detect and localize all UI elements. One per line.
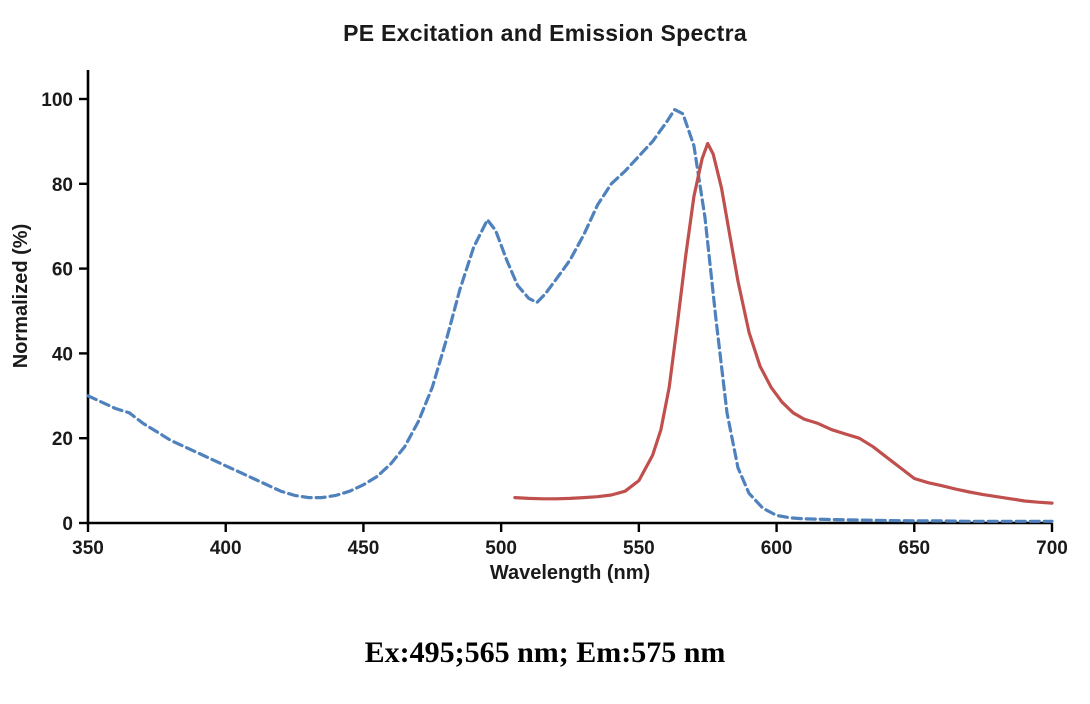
x-tick-label: 650 [898, 538, 930, 559]
y-tick-label: 60 [52, 260, 73, 281]
y-tick-label: 40 [52, 344, 73, 365]
emission-series-line [513, 141, 1054, 505]
chart-title: PE Excitation and Emission Spectra [343, 20, 747, 46]
caption-ex-em: Ex:495;565 nm; Em:575 nm [364, 636, 726, 669]
x-tick-label: 600 [761, 538, 793, 559]
y-tick-label: 100 [41, 90, 73, 111]
x-axis-label: Wavelength (nm) [489, 562, 651, 584]
y-tick-label: 20 [52, 429, 73, 450]
x-tick-label: 550 [623, 538, 655, 559]
y-tick-label: 80 [52, 175, 73, 196]
y-tick-label: 0 [62, 514, 73, 535]
x-tick-label: 400 [210, 538, 242, 559]
x-tick-label: 500 [485, 538, 517, 559]
x-tick-label: 450 [348, 538, 380, 559]
x-tick-label: 350 [72, 538, 104, 559]
excitation-series-line [86, 107, 1054, 523]
x-tick-label: 700 [1036, 538, 1068, 559]
